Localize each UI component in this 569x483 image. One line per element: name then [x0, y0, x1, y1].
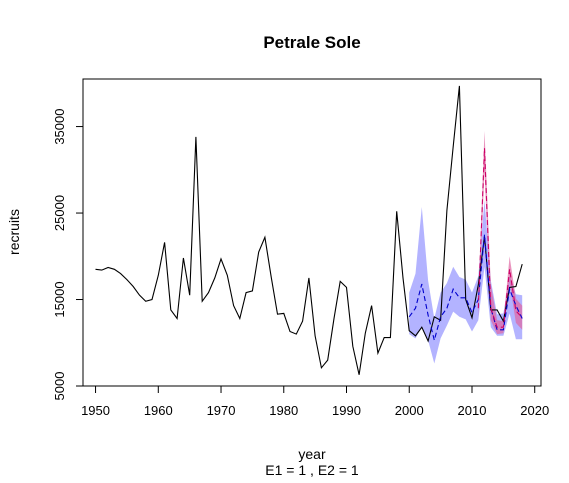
- x-tick-label: 2000: [395, 403, 424, 418]
- y-axis-label: recruits: [6, 209, 22, 255]
- y-tick-label: 25000: [52, 195, 67, 231]
- x-tick-label: 1950: [81, 403, 110, 418]
- chart-title: Petrale Sole: [263, 33, 360, 52]
- x-axis-label: year: [298, 446, 326, 462]
- forecast1-series-line: [408, 234, 523, 341]
- y-tick-label: 35000: [52, 109, 67, 145]
- x-tick-label: 1980: [269, 403, 298, 418]
- observed-series-line: [95, 85, 523, 375]
- y-tick-label: 15000: [52, 281, 67, 317]
- x-tick-label: 1970: [207, 403, 236, 418]
- x-tick-label: 2020: [520, 403, 549, 418]
- forecast2-series-line: [477, 148, 523, 328]
- y-tick-label: 5000: [52, 372, 67, 401]
- chart-subtitle: E1 = 1 , E2 = 1: [265, 462, 359, 478]
- x-tick-label: 2010: [458, 403, 487, 418]
- x-tick-label: 1960: [144, 403, 173, 418]
- x-tick-label: 1990: [332, 403, 361, 418]
- plot-frame: [82, 78, 542, 387]
